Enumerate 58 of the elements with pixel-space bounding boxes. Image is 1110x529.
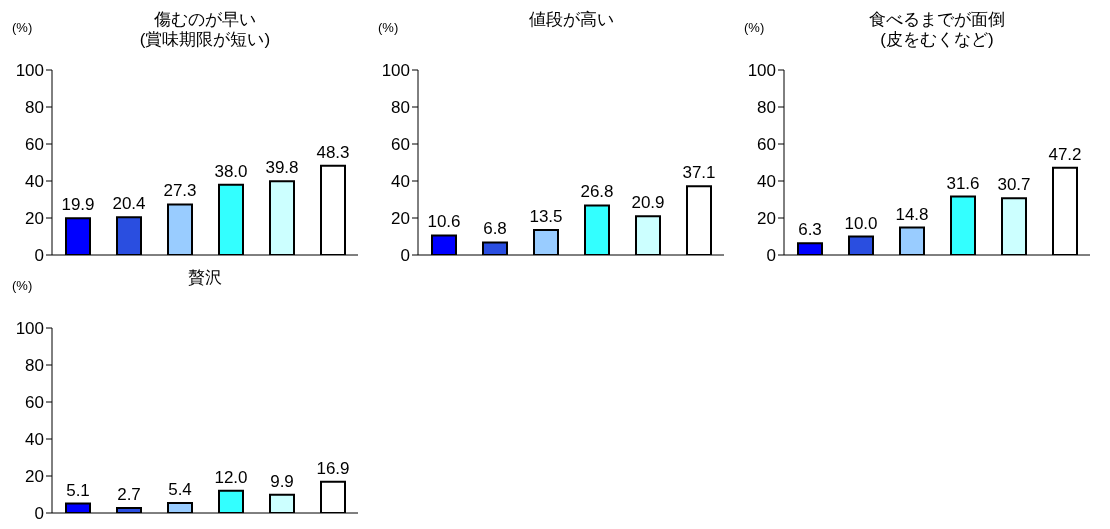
- y-tick-label: 40: [757, 172, 776, 192]
- y-tick-label: 0: [400, 246, 410, 266]
- data-label: 13.5: [529, 207, 563, 227]
- y-tick-label: 0: [34, 504, 44, 524]
- y-tick-label: 60: [757, 135, 776, 155]
- data-label: 14.8: [895, 204, 929, 224]
- data-label: 39.8: [265, 158, 299, 178]
- data-label: 27.3: [163, 181, 197, 201]
- data-label: 38.0: [214, 161, 248, 181]
- data-label: 10.0: [844, 213, 878, 233]
- chart-title: 贅沢: [187, 268, 223, 288]
- data-label: 47.2: [1048, 144, 1082, 164]
- chart-title: 値段が高い: [527, 10, 615, 30]
- data-label: 10.6: [427, 212, 461, 232]
- data-label: 12.0: [214, 467, 248, 487]
- y-axis-title: (%): [12, 20, 33, 35]
- y-tick-label: 100: [747, 61, 776, 81]
- chart-subtitle: (皮をむくなど): [879, 30, 995, 50]
- data-label: 48.3: [316, 142, 350, 162]
- y-tick-label: 80: [25, 356, 44, 376]
- data-label: 19.9: [61, 195, 95, 215]
- y-axis-title: (%): [378, 20, 399, 35]
- y-tick-label: 40: [25, 172, 44, 192]
- data-label: 26.8: [580, 182, 614, 202]
- y-tick-label: 40: [25, 430, 44, 450]
- y-axis-title: (%): [12, 278, 33, 293]
- data-label: 2.7: [117, 485, 141, 505]
- data-label: 20.4: [112, 194, 146, 214]
- data-label: 31.6: [946, 173, 980, 193]
- y-tick-label: 0: [766, 246, 776, 266]
- data-label: 6.8: [483, 219, 507, 239]
- data-label: 20.9: [631, 193, 665, 213]
- data-label: 30.7: [997, 175, 1031, 195]
- y-tick-label: 60: [391, 135, 410, 155]
- y-tick-label: 20: [25, 209, 44, 229]
- y-tick-label: 20: [757, 209, 776, 229]
- chart-subtitle: (賞味期限が短い): [138, 30, 272, 50]
- y-tick-label: 80: [757, 98, 776, 118]
- data-label: 5.1: [66, 480, 90, 500]
- y-tick-label: 20: [391, 209, 410, 229]
- data-label: 16.9: [316, 458, 350, 478]
- y-tick-label: 80: [391, 98, 410, 118]
- y-axis-title: (%): [744, 20, 765, 35]
- y-tick-label: 80: [25, 98, 44, 118]
- y-tick-label: 100: [15, 319, 44, 339]
- y-tick-label: 60: [25, 393, 44, 413]
- y-tick-label: 100: [381, 61, 410, 81]
- y-tick-label: 40: [391, 172, 410, 192]
- data-label: 5.4: [168, 480, 192, 500]
- y-tick-label: 0: [34, 246, 44, 266]
- chart-title: 食べるまでが面倒: [868, 10, 1006, 30]
- y-tick-label: 60: [25, 135, 44, 155]
- y-tick-label: 20: [25, 467, 44, 487]
- data-label: 6.3: [798, 220, 822, 240]
- data-label: 9.9: [270, 471, 294, 491]
- data-label: 37.1: [682, 163, 716, 183]
- chart-title: 傷むのが早い: [153, 10, 257, 30]
- y-tick-label: 100: [15, 61, 44, 81]
